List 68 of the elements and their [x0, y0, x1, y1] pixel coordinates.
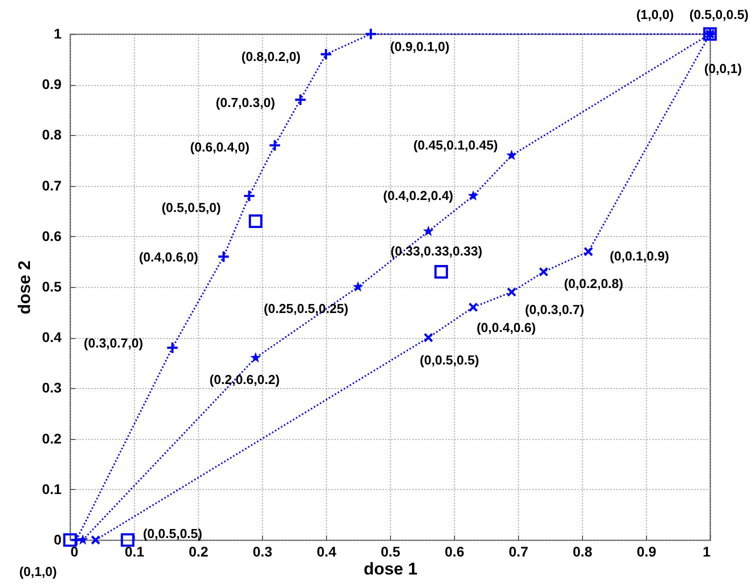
- annotation: (0.45,0.1,0.45): [413, 137, 498, 152]
- point: [468, 302, 478, 312]
- point: [320, 48, 332, 61]
- annotation: (0,0.3,0.7): [524, 302, 584, 318]
- point: [506, 150, 518, 160]
- point: [468, 190, 479, 201]
- x-axis-title: dose 1: [364, 560, 418, 578]
- point: [242, 190, 256, 202]
- point: [422, 226, 434, 236]
- x-tick-label: 0.7: [508, 544, 528, 560]
- annotation: (0.6,0.4,0): [190, 139, 250, 154]
- point: [248, 214, 262, 228]
- annotation: (0.8,0.2,0): [241, 49, 301, 64]
- y-tick-label: 0.7: [42, 177, 62, 194]
- point: [538, 267, 548, 277]
- annotation: (0,0.5,0.5): [142, 526, 202, 541]
- annotation: (0.5,0,0.5): [689, 7, 749, 22]
- point: [63, 533, 77, 547]
- x-tick-label: 0: [70, 544, 78, 560]
- x-tick-label: 0.2: [188, 544, 208, 560]
- point: [90, 535, 100, 545]
- y-tick-label: 0.3: [42, 380, 62, 396]
- annotation: (0.7,0.3,0): [216, 94, 276, 110]
- point: [77, 534, 88, 545]
- annotation: (0,0.5,0.5): [420, 352, 480, 368]
- y-tick-label: 0.9: [42, 76, 62, 92]
- point: [424, 332, 434, 342]
- point: [352, 281, 364, 292]
- y-tick-label: 0: [54, 532, 62, 548]
- point: [217, 250, 230, 263]
- y-tick-label: 0.5: [42, 278, 62, 294]
- annotation: (0.33,0.33,0.33): [390, 243, 482, 258]
- annotation: (0.9,0.1,0): [390, 39, 450, 54]
- y-tick-label: 0.6: [42, 228, 62, 244]
- point: [250, 352, 262, 362]
- annotation: (0,0.4,0.6): [476, 320, 536, 336]
- annotation: (0,0.1,0.9): [610, 248, 670, 264]
- annotation: (0,1,0): [19, 564, 57, 579]
- x-tick-label: 0.3: [252, 544, 272, 560]
- annotation: (0,0,1): [704, 61, 742, 76]
- x-tick-label: 0.5: [380, 544, 400, 560]
- point: [120, 533, 134, 547]
- x-tick-label: 0.1: [124, 544, 144, 560]
- annotation: (1,0,0): [636, 7, 674, 22]
- y-tick-label: 1: [54, 26, 62, 42]
- point: [294, 93, 307, 106]
- y-tick-label: 0.8: [42, 126, 62, 143]
- y-axis-title: dose 2: [15, 260, 34, 314]
- annotation: (0,0.2,0.8): [564, 276, 624, 291]
- point: [166, 341, 179, 354]
- annotation: (0.5,0.5,0): [162, 200, 221, 215]
- annotation: (0.2,0.6,0.2): [210, 372, 280, 387]
- x-tick-label: 0.6: [444, 544, 464, 560]
- x-tick-label: 0.9: [636, 544, 656, 560]
- x-tick-label: 0.4: [316, 544, 336, 560]
- point: [584, 246, 594, 256]
- point: [434, 265, 448, 279]
- y-tick-label: 0.1: [42, 480, 62, 497]
- annotation: (0.4,0.6,0): [138, 250, 198, 265]
- y-tick-label: 0.4: [42, 329, 62, 346]
- annotation: (0.4,0.2,0.4): [383, 188, 454, 203]
- x-tick-label: 0.8: [572, 544, 592, 560]
- point: [364, 28, 378, 40]
- annotation: (0.3,0.7,0): [84, 336, 144, 351]
- y-tick-label: 0.2: [42, 430, 62, 446]
- point: [506, 287, 516, 297]
- point: [268, 138, 282, 152]
- x-tick-label: 1: [702, 544, 711, 560]
